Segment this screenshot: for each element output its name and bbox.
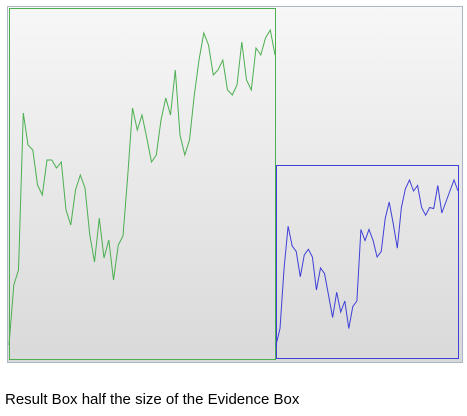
- result-box: [276, 165, 459, 359]
- data-line: [8, 28, 276, 346]
- evidence-box: [9, 8, 276, 360]
- data-line: [275, 178, 459, 346]
- caption: Result Box half the size of the Evidence…: [5, 391, 300, 408]
- panel: [7, 6, 463, 363]
